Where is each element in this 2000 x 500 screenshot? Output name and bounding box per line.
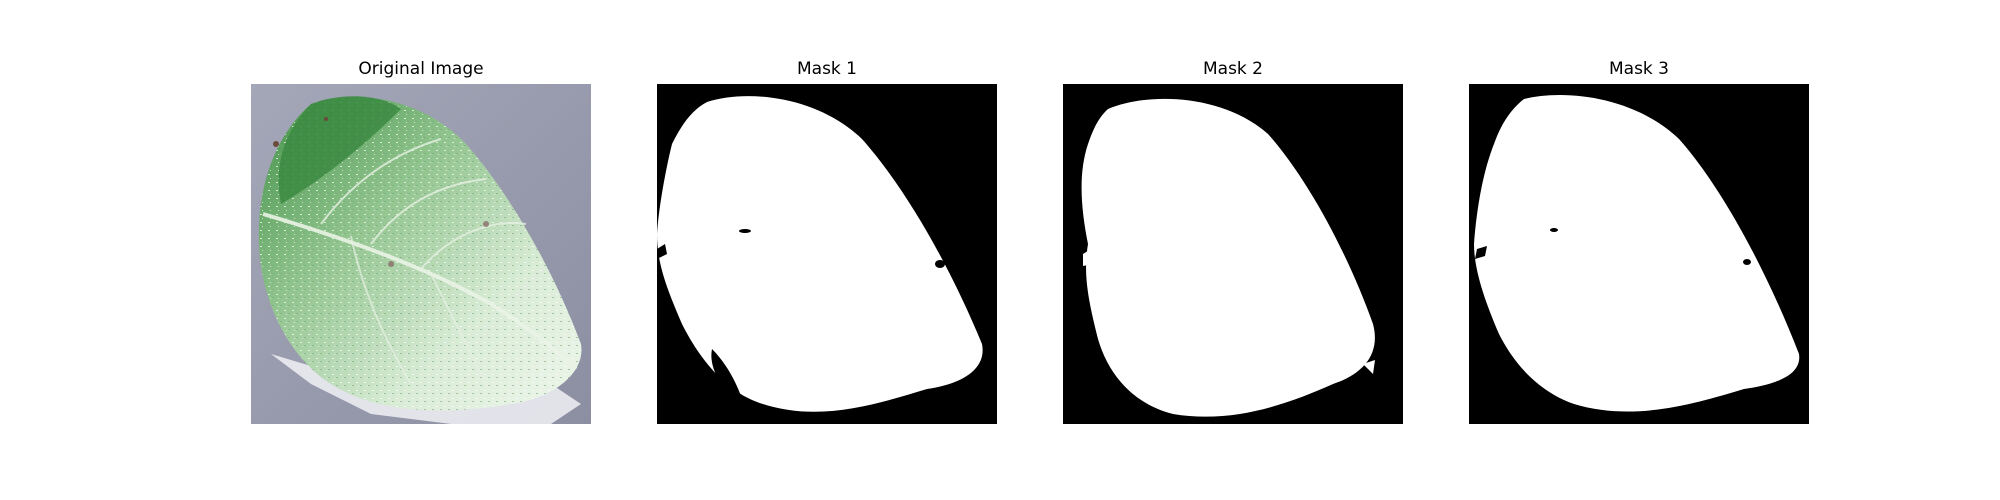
panel-title: Original Image [358,59,484,79]
mask-3-panel: Mask 3 [1469,56,1809,424]
panel-title: Mask 1 [796,59,857,79]
original-image-panel: Original Image [251,56,591,424]
mask-3-image [1469,84,1809,424]
panel-title: Mask 3 [1608,59,1669,79]
panel-title: Mask 2 [1202,59,1263,79]
mask-2-image [1063,84,1403,424]
original-leaf-photo [251,84,591,424]
mask-1-panel: Mask 1 [657,56,997,424]
mask-2-panel: Mask 2 [1063,56,1403,424]
mask-1-image [657,84,997,424]
